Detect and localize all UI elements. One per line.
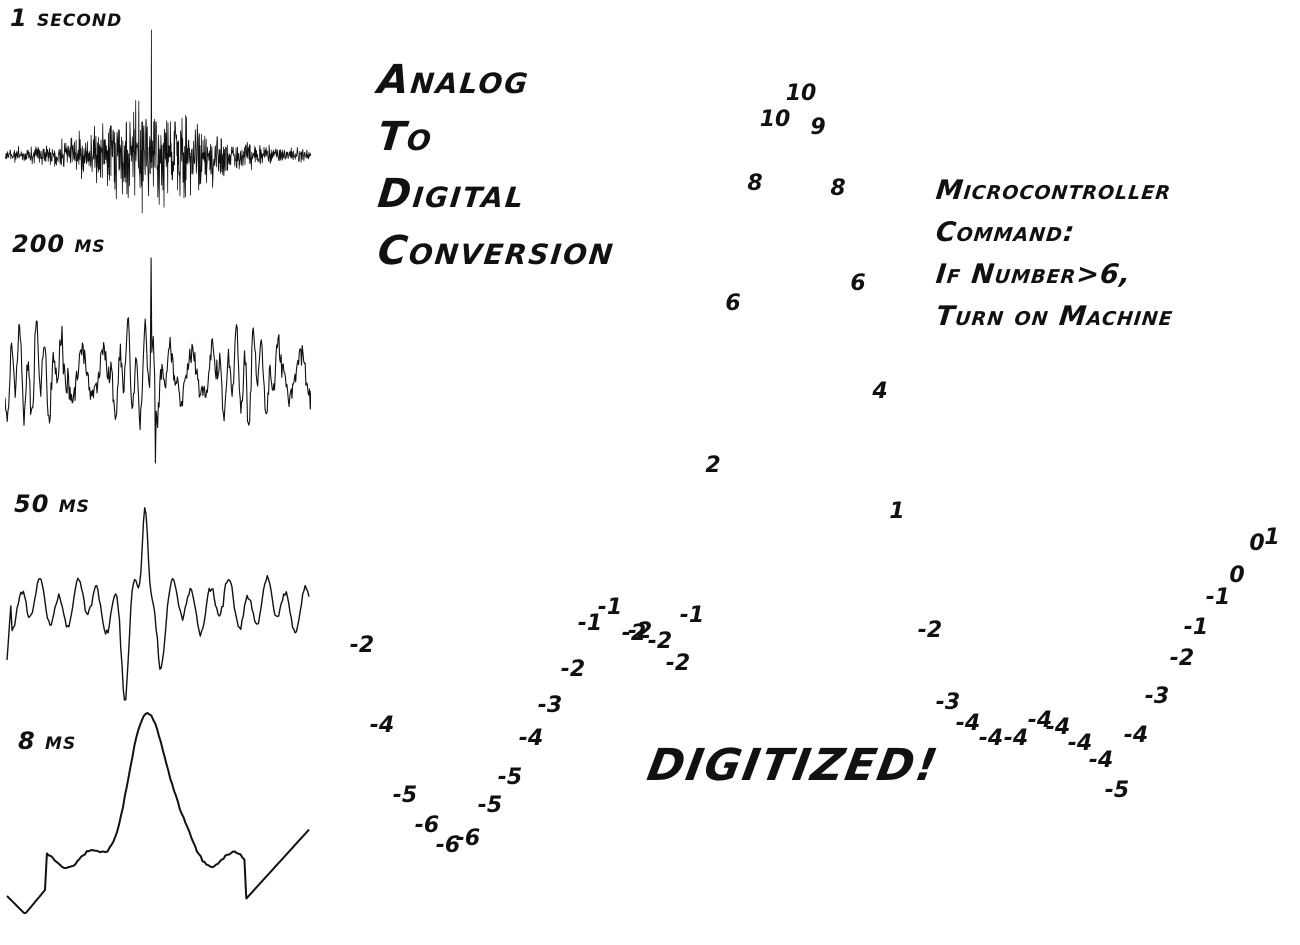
waveform-1s (5, 29, 311, 214)
digitized-sample-16: -2 (628, 619, 652, 644)
digitized-sample-35: -4 (1068, 731, 1092, 756)
digitized-sample-0: -2 (350, 633, 374, 658)
digitized-sample-5: -6 (456, 826, 480, 851)
digitized-sample-3: -6 (415, 813, 439, 838)
digitized-sample-8: -4 (519, 726, 543, 751)
digitized-sample-23: 9 (810, 115, 825, 140)
digitized-sample-11: -1 (578, 611, 602, 636)
digitized-sample-45: 1 (1264, 525, 1279, 550)
digitized-sample-25: 6 (850, 271, 865, 296)
digitized-sample-4: -6 (436, 833, 460, 858)
digitized-sample-19: 6 (725, 291, 740, 316)
digitized-sample-36: -4 (1089, 748, 1113, 773)
waveform-label-50ms: 50 ms (14, 490, 90, 518)
digitized-sample-32: -4 (1004, 726, 1028, 751)
digitized-exclamation: DIGITIZED! (643, 740, 943, 791)
digitized-sample-26: 4 (871, 379, 887, 404)
digitized-sample-43: 0 (1229, 563, 1244, 588)
digitized-sample-34: -4 (1046, 715, 1070, 740)
waveform-label-8ms: 8 ms (18, 727, 77, 755)
digitized-sample-44: 0 (1249, 531, 1264, 556)
waveform-label-1s: 1 second (10, 4, 123, 32)
digitized-sample-6: -5 (478, 793, 502, 818)
digitized-sample-14: -2 (648, 629, 672, 654)
digitized-sample-17: -1 (680, 603, 704, 628)
digitized-sample-2: -5 (393, 783, 417, 808)
digitized-sample-10: -2 (561, 657, 585, 682)
digitized-sample-29: -3 (936, 690, 960, 715)
waveform-trace-200ms (5, 257, 311, 464)
digitized-sample-38: -4 (1124, 723, 1148, 748)
waveform-50ms (6, 507, 310, 701)
digitized-sample-24: 8 (830, 176, 845, 201)
digitized-sample-28: -2 (918, 618, 942, 643)
digitized-sample-18: 2 (705, 453, 720, 478)
digitized-sample-1: -4 (370, 713, 394, 738)
digitized-sample-7: -5 (498, 765, 522, 790)
digitized-sample-42: -1 (1206, 585, 1230, 610)
digitized-sample-22: 10 (786, 81, 817, 106)
digitized-sample-12: -1 (598, 595, 622, 620)
digitized-sample-31: -4 (979, 726, 1003, 751)
digitized-sample-39: -3 (1145, 684, 1169, 709)
waveform-8ms (6, 712, 310, 915)
digitized-sample-27: 1 (889, 499, 904, 524)
digitized-sample-20: 8 (747, 171, 762, 196)
digitized-sample-37: -5 (1105, 778, 1129, 803)
digitized-sample-30: -4 (956, 711, 980, 736)
waveform-200ms (5, 257, 311, 464)
waveform-trace-8ms (6, 712, 310, 915)
digitized-sample-13: -2 (622, 621, 646, 646)
digitized-sample-21: 10 (760, 107, 791, 132)
digitized-sample-15: -2 (666, 651, 690, 676)
waveform-trace-1s (5, 29, 311, 214)
waveform-label-200ms: 200 ms (12, 230, 106, 258)
digitized-sample-40: -2 (1170, 646, 1194, 671)
digitized-sample-9: -3 (538, 693, 562, 718)
digitized-sample-41: -1 (1184, 615, 1208, 640)
digitized-sample-33: -4 (1028, 708, 1052, 733)
waveform-trace-50ms (6, 507, 310, 701)
